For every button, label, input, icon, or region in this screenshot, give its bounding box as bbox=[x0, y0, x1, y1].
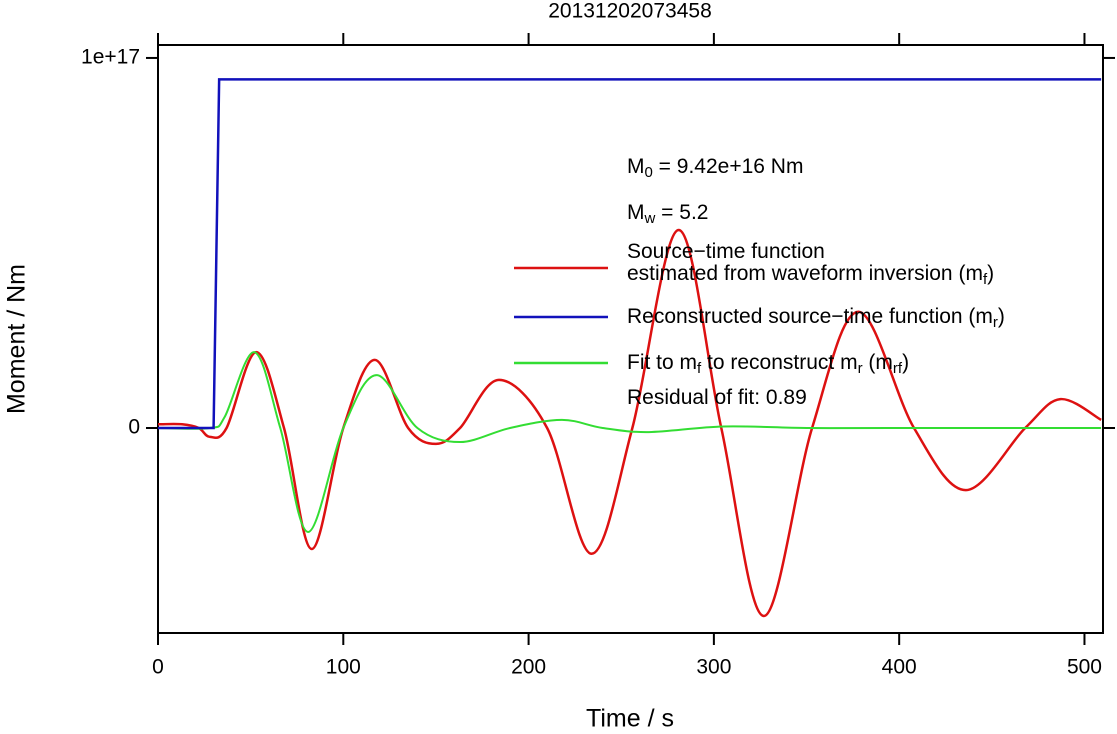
legend-label: Fit to mf to reconstruct mr (mrf) bbox=[627, 351, 909, 377]
annotation: Mw = 5.2 bbox=[627, 201, 708, 227]
text-part: Reconstructed source−time function (m bbox=[627, 305, 993, 328]
subscript: f bbox=[983, 271, 988, 288]
text-part: ) bbox=[987, 262, 994, 285]
text-part: M bbox=[627, 201, 645, 224]
legend-label: Source−time function bbox=[627, 240, 825, 263]
text-part: = 9.42e+16 Nm bbox=[653, 155, 804, 178]
series-line bbox=[158, 78, 1102, 430]
x-tick-label: 100 bbox=[326, 656, 361, 679]
x-tick-label: 0 bbox=[152, 656, 164, 679]
y-tick-label: 1e+17 bbox=[81, 45, 140, 68]
text-part: M bbox=[627, 155, 645, 178]
series-line bbox=[157, 351, 1102, 533]
y-axis-label: Moment / Nm bbox=[3, 264, 31, 414]
subscript: r bbox=[993, 314, 998, 331]
annotation: M0 = 9.42e+16 Nm bbox=[627, 155, 803, 181]
subscript: rf bbox=[893, 360, 903, 377]
text-part: Fit to m bbox=[627, 351, 697, 374]
subscript: w bbox=[644, 210, 656, 227]
text-part: = 5.2 bbox=[655, 201, 708, 224]
y-tick-label: 0 bbox=[128, 416, 140, 439]
x-tick-label: 400 bbox=[882, 656, 917, 679]
subscript: f bbox=[697, 360, 702, 377]
text-part: Source−time function bbox=[627, 240, 825, 263]
series-line bbox=[157, 228, 1102, 618]
x-tick-label: 300 bbox=[696, 656, 731, 679]
text-part: ) bbox=[998, 305, 1005, 328]
subscript: r bbox=[858, 360, 863, 377]
text-part: (m bbox=[863, 351, 893, 374]
plot-frame bbox=[157, 44, 1104, 634]
legend-label: Reconstructed source−time function (mr) bbox=[627, 305, 1005, 331]
annotation: Residual of fit: 0.89 bbox=[627, 386, 807, 409]
legend-label: estimated from waveform inversion (mf) bbox=[627, 262, 994, 288]
subscript: 0 bbox=[645, 164, 653, 181]
text-part: to reconstruct m bbox=[701, 351, 857, 374]
text-part: ) bbox=[902, 351, 909, 374]
text-part: Residual of fit: 0.89 bbox=[627, 386, 807, 409]
x-axis-label: Time / s bbox=[586, 705, 674, 733]
x-tick-label: 500 bbox=[1067, 656, 1102, 679]
chart-title: 20131202073458 bbox=[548, 0, 712, 23]
text-part: estimated from waveform inversion (m bbox=[627, 262, 983, 285]
x-tick-label: 200 bbox=[511, 656, 546, 679]
